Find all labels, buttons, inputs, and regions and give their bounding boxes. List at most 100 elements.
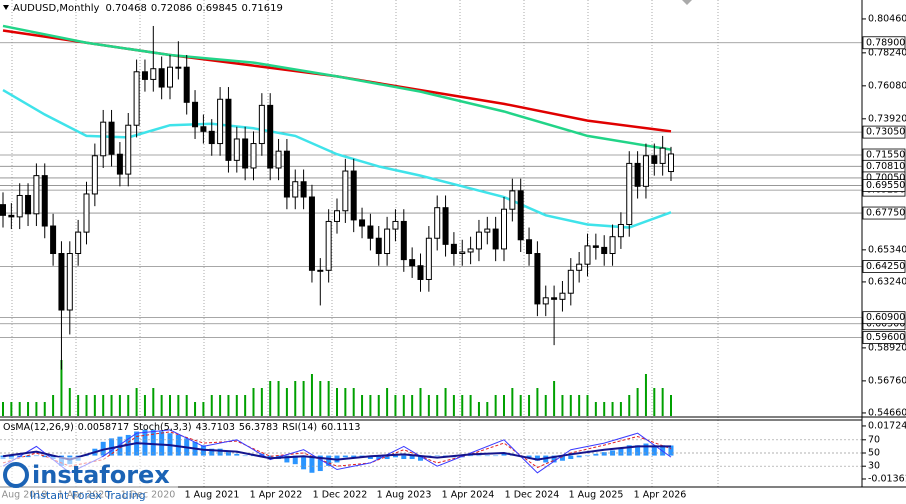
candle-body	[192, 101, 199, 128]
candle-body	[359, 219, 366, 227]
level-label: 0.78900	[866, 37, 905, 48]
levels	[0, 42, 862, 338]
osma-bar	[643, 443, 649, 456]
candle-body	[325, 220, 332, 271]
osma-bar	[434, 455, 440, 457]
candle-body	[467, 248, 474, 253]
osma-bar	[585, 455, 590, 457]
osma-bar	[568, 455, 574, 460]
candle-body	[651, 155, 658, 164]
candle-body	[317, 269, 324, 272]
candle-body	[267, 104, 274, 169]
candle-body	[626, 162, 633, 225]
osma-bar	[626, 445, 632, 456]
osma-bar	[651, 445, 657, 456]
candle-body	[392, 220, 399, 230]
candle-body	[417, 265, 424, 280]
indicator-header: OsMA(12,26,9) 0.0058717 Stoch(5,3,3) 43.710…	[3, 422, 360, 433]
level-label: 0.67750	[866, 208, 905, 219]
candle-body	[242, 138, 249, 169]
osma-bar	[317, 455, 323, 472]
y-tick-label: 0.63240	[868, 276, 906, 287]
candle-body	[50, 225, 57, 255]
candle-body	[308, 196, 315, 271]
level-box	[862, 311, 906, 325]
level-label: 0.60900	[866, 312, 905, 323]
osma-bar	[668, 445, 674, 456]
osma-bar	[225, 452, 231, 456]
candle-body	[668, 153, 674, 173]
stoch-signal-value: 56.3783	[239, 422, 278, 433]
x-tick-label: 1 Aug 2021	[185, 490, 240, 501]
candle-body	[526, 239, 533, 255]
level-label: 0.70810	[866, 161, 905, 172]
logo-icon	[3, 462, 29, 488]
osma-bar	[601, 452, 607, 456]
osma-bar	[342, 455, 348, 458]
candle-body	[150, 68, 157, 80]
osma-bar	[660, 445, 666, 456]
candle-body	[517, 190, 524, 241]
candle-body	[592, 245, 599, 248]
level-label: 0.71550	[866, 150, 905, 161]
candle-body	[250, 143, 257, 169]
symbol: AUDUSD,Monthly	[13, 3, 100, 14]
candle-body	[125, 124, 132, 175]
x-tick-label: 1 Apr 2024	[442, 490, 495, 501]
candle-body	[208, 130, 215, 145]
oscillator	[0, 429, 862, 474]
candle-body	[141, 71, 148, 80]
candle-body	[609, 236, 616, 255]
candle-body	[158, 68, 165, 88]
candle-body	[33, 175, 40, 215]
candle-body	[200, 126, 207, 132]
y-tick-label: 0.65340	[868, 244, 906, 255]
candle-body	[275, 150, 282, 169]
high: 0.72086	[151, 3, 192, 14]
candle-body	[183, 66, 190, 103]
candle-body	[659, 147, 666, 164]
menu-triangle[interactable]	[3, 5, 9, 10]
candle-body	[100, 121, 107, 157]
candle-body	[41, 175, 48, 227]
stoch-name: Stoch(5,3,3)	[133, 422, 191, 433]
osma-name: OsMA(12,26,9)	[3, 422, 74, 433]
osma-bar	[159, 431, 165, 456]
candle-body	[8, 214, 15, 218]
level-box	[862, 260, 906, 273]
osma-bar	[234, 453, 240, 456]
osma-bar	[409, 455, 415, 460]
candles	[0, 25, 674, 370]
logo: instaforex Instant Forex Trading	[0, 457, 178, 504]
level-box	[862, 206, 906, 220]
osma-bar	[242, 455, 248, 457]
candle-body	[559, 292, 566, 300]
candle-body	[83, 193, 90, 233]
candle-body	[375, 237, 382, 255]
candle-body	[167, 66, 173, 88]
osma-bar	[501, 453, 507, 456]
osma-bar	[109, 438, 115, 456]
osma-bar	[292, 455, 298, 465]
candle-body	[283, 150, 290, 198]
candle-body	[233, 138, 240, 161]
candle-body	[108, 121, 115, 155]
y-tick-label: 50	[868, 448, 880, 459]
shift-marker	[682, 0, 692, 5]
osma-bar	[484, 455, 490, 457]
candle-body	[425, 237, 432, 280]
osma-bar	[33, 455, 39, 457]
volumes	[2, 360, 672, 416]
y-tick-label: 70	[868, 434, 880, 445]
candle-body	[576, 263, 583, 271]
candle-body	[617, 223, 624, 238]
candle-body	[258, 104, 265, 145]
osma-bar	[217, 448, 223, 456]
osma-bar	[618, 448, 624, 456]
level-box	[862, 179, 906, 192]
y-tick-label: 0.58920	[868, 342, 906, 353]
candle-body	[634, 162, 641, 187]
y-tick-label: 0.54660	[868, 407, 906, 418]
y-tick-label: 0.78240	[868, 47, 906, 58]
